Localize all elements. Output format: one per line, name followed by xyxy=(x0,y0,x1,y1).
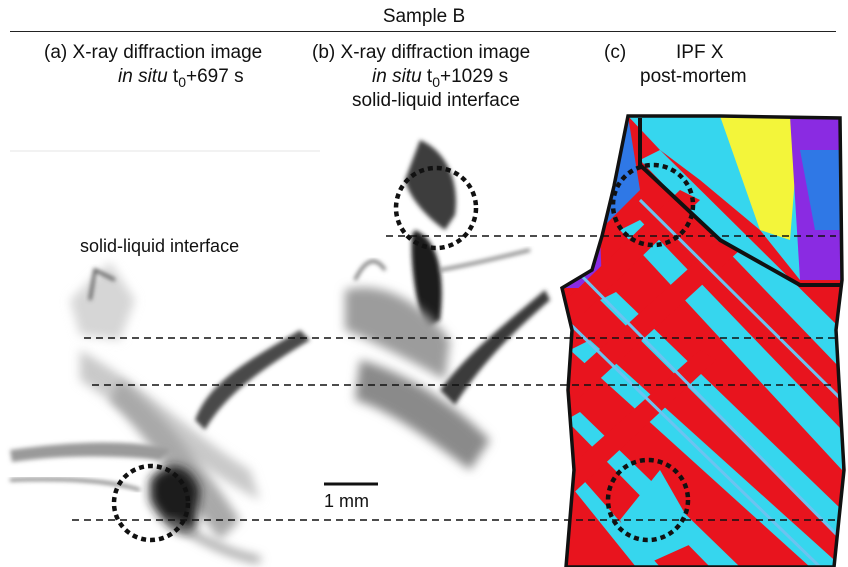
xray-image-b xyxy=(322,115,554,475)
panel-a-caption: (a) X-ray diffraction image xyxy=(44,42,262,64)
panel-c-tag: (c) xyxy=(604,42,627,63)
panel-a-insitu: in situ xyxy=(118,66,168,87)
panel-c-line1: IPF X xyxy=(676,42,724,63)
panel-b-tag: (b) xyxy=(312,42,336,63)
xray-image-a xyxy=(9,150,320,563)
panel-a-interface-label: solid-liquid interface xyxy=(80,236,240,256)
panel-c-line2: post-mortem xyxy=(640,66,747,87)
ipf-outline xyxy=(560,114,846,567)
panel-b-interface-label: solid-liquid interface xyxy=(352,90,520,111)
panel-a-tag: (a) xyxy=(44,42,68,63)
dotted-circle-c-top xyxy=(610,162,696,248)
header-rule xyxy=(10,31,836,32)
ipf-map xyxy=(562,116,844,567)
figure-header-title: Sample B xyxy=(382,6,466,27)
panel-a-line1: X-ray diffraction image xyxy=(72,42,263,63)
dotted-circle-b xyxy=(393,165,479,251)
panel-b-line1: X-ray diffraction image xyxy=(340,42,531,63)
panel-b-caption: (b) X-ray diffraction image xyxy=(312,42,530,64)
dotted-circle-a xyxy=(111,463,191,543)
dotted-circle-c-bottom xyxy=(605,457,691,543)
grain-boundary-line xyxy=(638,118,842,287)
panel-b-insitu: in situ xyxy=(372,66,422,87)
panel-a-time: in situ t0+697 s xyxy=(118,66,244,90)
panel-b-time: in situ t0+1029 s xyxy=(372,66,509,90)
scale-bar-label: 1 mm xyxy=(324,491,369,511)
